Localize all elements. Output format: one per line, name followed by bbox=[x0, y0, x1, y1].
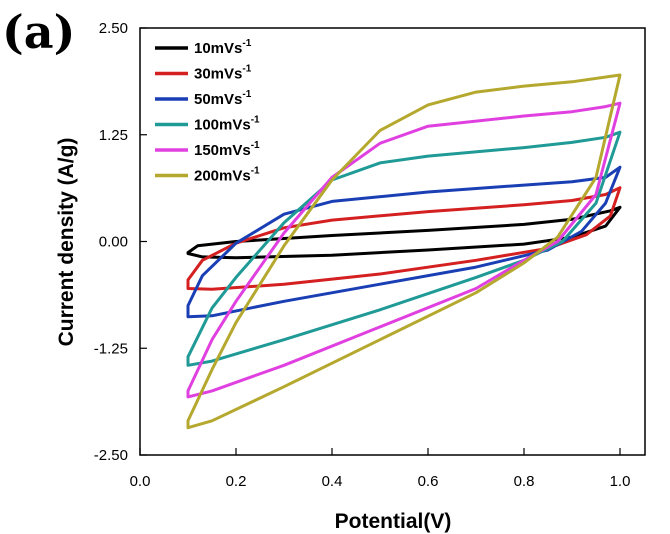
x-axis: 0.0 0.2 0.4 0.6 0.8 1.0 bbox=[130, 448, 631, 490]
x-tick-label: 0.0 bbox=[130, 473, 151, 490]
legend-label: 150mVs-1 bbox=[194, 140, 260, 159]
y-axis-title: Current density (A/g) bbox=[55, 138, 78, 347]
panel-label: (a) bbox=[2, 5, 75, 59]
y-tick-label: -2.50 bbox=[94, 447, 128, 464]
y-axis: 2.50 1.25 0.00 -1.25 -2.50 bbox=[94, 20, 147, 464]
legend-label: 50mVs-1 bbox=[194, 89, 252, 108]
x-axis-title: Potential(V) bbox=[335, 510, 452, 533]
legend-label: 100mVs-1 bbox=[194, 115, 260, 134]
series-line-50mvs bbox=[186, 165, 622, 319]
legend: 10mVs-1 30mVs-1 50mVs-1 100mVs-1 150mVs-1 200… bbox=[155, 38, 260, 185]
y-tick-label: 0.00 bbox=[99, 234, 128, 251]
y-tick-label: 1.25 bbox=[99, 127, 128, 144]
series-layer bbox=[186, 73, 622, 430]
series-line-30mvs bbox=[186, 186, 622, 291]
y-tick-label: -1.25 bbox=[94, 340, 128, 357]
x-tick-label: 0.8 bbox=[514, 473, 535, 490]
series-line-10mvs bbox=[186, 205, 622, 260]
x-tick-label: 0.6 bbox=[418, 473, 439, 490]
x-tick-label: 0.4 bbox=[322, 473, 343, 490]
series-line-200mvs bbox=[186, 73, 622, 430]
legend-label: 30mVs-1 bbox=[194, 64, 252, 83]
x-tick-label: 0.2 bbox=[226, 473, 247, 490]
y-tick-label: 2.50 bbox=[99, 20, 128, 37]
legend-label: 200mVs-1 bbox=[194, 166, 260, 185]
x-tick-label: 1.0 bbox=[610, 473, 631, 490]
legend-label: 10mVs-1 bbox=[194, 38, 252, 57]
